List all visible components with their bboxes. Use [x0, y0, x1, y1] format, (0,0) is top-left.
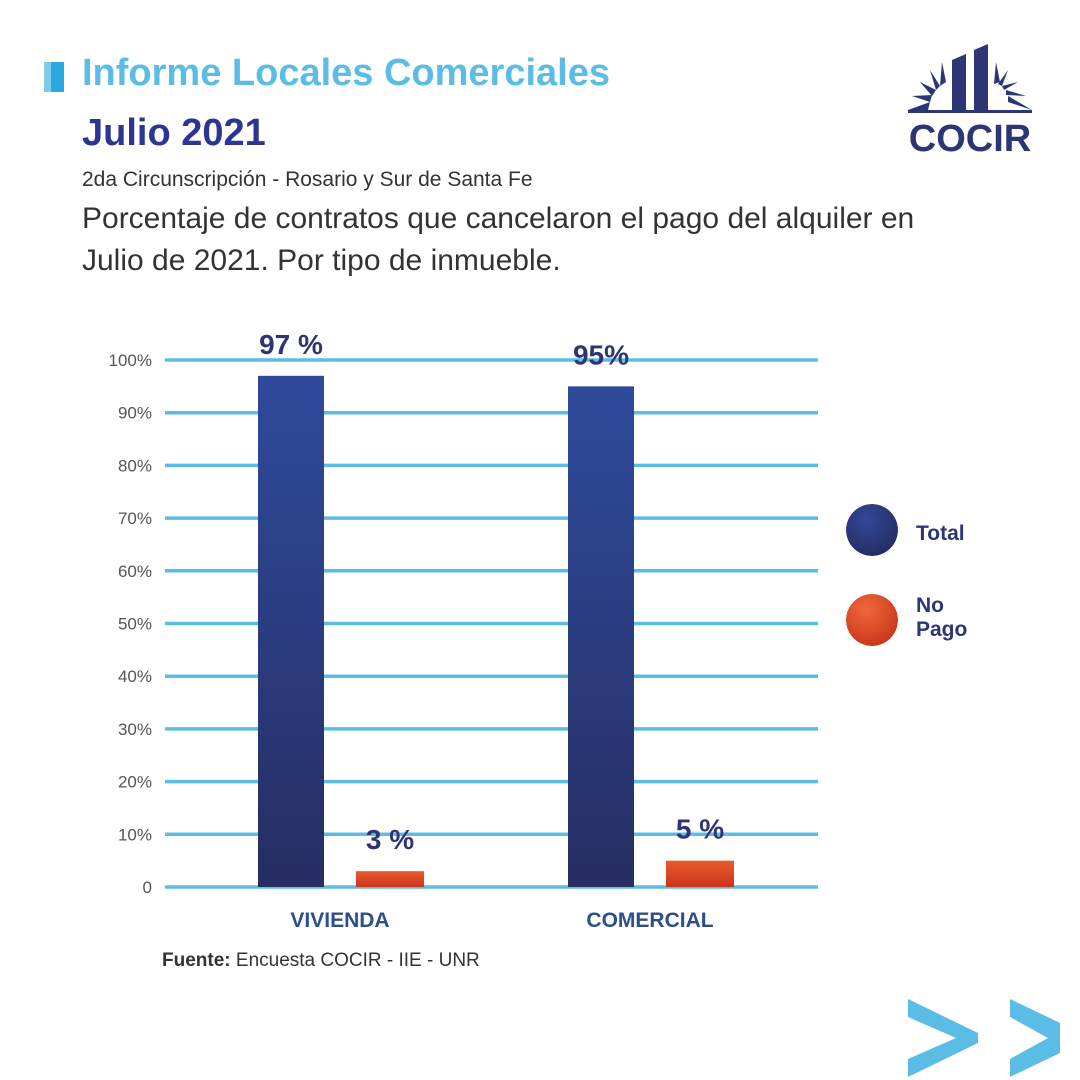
legend-label-total: Total	[916, 522, 965, 545]
y-tick-label: 50%	[118, 615, 152, 634]
y-tick-label: 20%	[118, 773, 152, 792]
y-tick-label: 80%	[118, 456, 152, 475]
legend-label-no-pago: No Pago	[916, 594, 968, 641]
page-subtitle: Julio 2021	[82, 112, 266, 154]
data-label-no-pago-comercial: 5 %	[676, 814, 724, 845]
x-category-label: COMERCIAL	[586, 909, 713, 932]
y-tick-label: 40%	[118, 667, 152, 686]
bar-total-comercial	[568, 386, 634, 887]
bar-no-pago-comercial	[666, 860, 734, 887]
y-tick-label: 60%	[118, 562, 152, 581]
region-label: 2da Circunscripción - Rosario y Sur de S…	[82, 168, 533, 191]
x-category-label: VIVIENDA	[290, 909, 389, 932]
legend-swatch-no-pago	[846, 594, 898, 646]
chart-legend: Total No Pago	[846, 504, 1046, 664]
data-label-no-pago-vivienda: 3 %	[366, 824, 414, 855]
chart-description: Porcentaje de contratos que cancelaron e…	[82, 202, 915, 277]
source-label: Fuente:	[162, 950, 231, 971]
source-note: Fuente: Encuesta COCIR - IIE - UNR	[162, 950, 480, 972]
double-chevron-right-icon[interactable]	[900, 995, 1060, 1080]
y-tick-label: 10%	[118, 825, 152, 844]
y-tick-label: 70%	[118, 509, 152, 528]
bar-chart: 0 10% 20% 30% 40% 50% 60% 70% 80% 90% 100% 97 % 3 % V…	[109, 329, 818, 932]
title-marker	[44, 62, 64, 92]
y-tick-label: 90%	[118, 404, 152, 423]
data-label-total-vivienda: 97 %	[259, 329, 323, 360]
bar-total-vivienda	[258, 375, 324, 887]
y-tick-label: 100%	[109, 351, 152, 370]
bar-no-pago-vivienda	[356, 871, 424, 887]
y-tick-label: 30%	[118, 720, 152, 739]
y-tick-label: 0	[143, 878, 152, 897]
data-label-total-comercial: 95%	[573, 339, 629, 370]
page-title: Informe Locales Comerciales	[82, 52, 610, 94]
legend-swatch-total	[846, 504, 898, 556]
source-text: Encuesta COCIR - IIE - UNR	[235, 950, 480, 971]
skyline-sun-logo-icon	[908, 44, 1032, 113]
logo-text: COCIR	[908, 118, 1032, 160]
cocir-logo: COCIR	[900, 40, 1040, 160]
